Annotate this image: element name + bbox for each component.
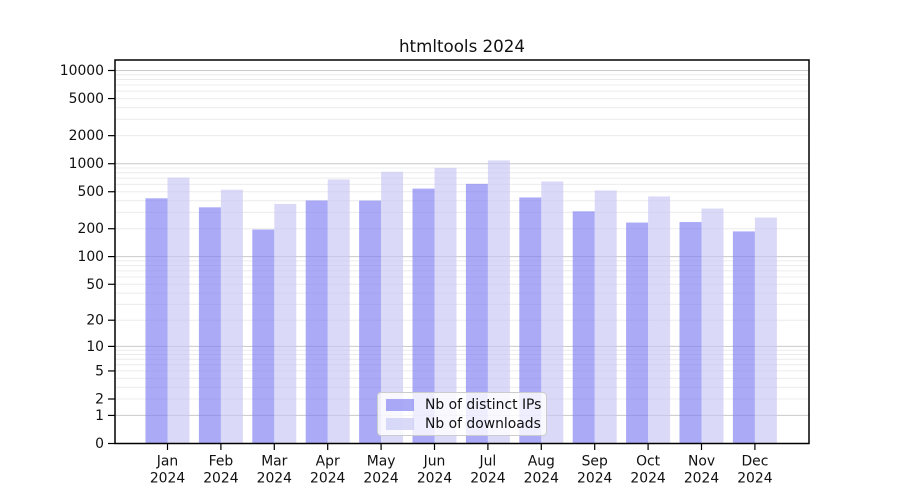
bar-distinct-ips-mar (252, 229, 275, 444)
x-tick-label-month: Feb (209, 454, 234, 470)
bar-distinct-ips-may (359, 200, 382, 444)
bar-downloads-jun (434, 167, 457, 444)
x-tick-label-month: Apr (316, 454, 340, 470)
bar-distinct-ips-oct (626, 222, 649, 444)
bar-downloads-jan (167, 177, 190, 444)
bar-downloads-dec (754, 217, 777, 444)
y-tick-label: 200 (77, 221, 104, 237)
bar-distinct-ips-aug (519, 197, 542, 444)
chart-title: htmltools 2024 (398, 36, 526, 56)
bar-downloads-aug (541, 181, 564, 444)
x-tick-label-month: Dec (741, 454, 768, 470)
bar-downloads-nov (701, 208, 724, 444)
x-tick-label-year: 2024 (310, 471, 346, 487)
bar-distinct-ips-jan (145, 198, 168, 444)
legend-label-downloads: Nb of downloads (425, 415, 541, 432)
x-tick-label-year: 2024 (203, 471, 239, 487)
x-tick-label-year: 2024 (470, 471, 506, 487)
x-tick-label-year: 2024 (684, 471, 720, 487)
legend: Nb of distinct IPs Nb of downloads (377, 392, 547, 436)
y-tick-label: 2000 (69, 128, 104, 144)
y-tick-label: 50 (86, 277, 104, 293)
x-tick-label-year: 2024 (577, 471, 613, 487)
y-tick-label: 10 (86, 339, 104, 355)
bar-distinct-ips-jul (465, 183, 488, 444)
y-tick-label: 2 (95, 392, 104, 408)
x-tick-label-year: 2024 (363, 471, 399, 487)
bar-distinct-ips-nov (679, 222, 702, 444)
bar-downloads-oct (648, 196, 671, 444)
y-tick-label: 10000 (60, 63, 104, 79)
x-tick-label-month: Sep (582, 454, 608, 470)
bar-distinct-ips-dec (732, 231, 755, 444)
bar-distinct-ips-jun (412, 188, 435, 444)
x-tick-label-month: Jul (479, 454, 497, 470)
x-tick-label-year: 2024 (417, 471, 453, 487)
bar-downloads-may (381, 171, 404, 444)
x-tick-label-month: May (367, 454, 396, 470)
bar-downloads-apr (327, 179, 350, 444)
legend-item-distinct-ips: Nb of distinct IPs (378, 397, 546, 413)
x-tick-label-month: Nov (688, 454, 715, 470)
y-tick-label: 0 (95, 436, 104, 452)
y-tick-label: 500 (77, 184, 104, 200)
plot-frame (114, 59, 810, 445)
x-tick-label-month: Jan (156, 454, 178, 470)
x-tick-label-year: 2024 (150, 471, 186, 487)
legend-swatch-distinct-ips (386, 398, 414, 411)
x-tick-label-year: 2024 (737, 471, 773, 487)
y-tick-label: 20 (86, 313, 104, 329)
x-tick-label-month: Mar (261, 454, 287, 470)
x-tick-label-year: 2024 (524, 471, 560, 487)
bar-distinct-ips-apr (305, 200, 328, 444)
legend-label-distinct-ips: Nb of distinct IPs (425, 396, 542, 413)
x-tick-label-month: Aug (528, 454, 555, 470)
x-tick-label-month: Jun (423, 454, 446, 470)
bar-downloads-mar (274, 203, 297, 444)
x-tick-label-month: Oct (636, 454, 661, 470)
bar-downloads-jul (487, 160, 510, 444)
bar-downloads-sep (594, 190, 617, 444)
y-tick-label: 5 (95, 363, 104, 379)
bar-downloads-feb (220, 189, 243, 444)
legend-swatch-downloads (386, 417, 414, 430)
y-tick-label: 100 (77, 249, 104, 265)
bar-distinct-ips-feb (198, 207, 221, 444)
legend-item-downloads: Nb of downloads (378, 416, 546, 432)
y-tick-label: 1 (95, 408, 104, 424)
x-tick-label-year: 2024 (257, 471, 293, 487)
y-tick-label: 1000 (69, 156, 104, 172)
y-tick-label: 5000 (69, 91, 104, 107)
bar-distinct-ips-sep (572, 211, 595, 444)
x-tick-label-year: 2024 (630, 471, 666, 487)
